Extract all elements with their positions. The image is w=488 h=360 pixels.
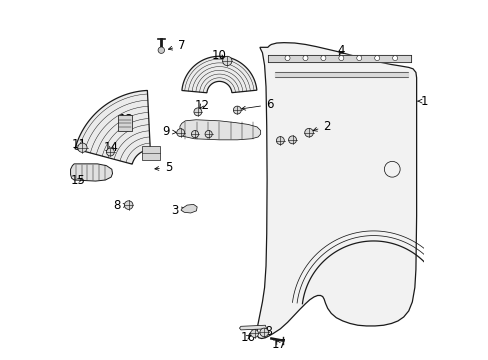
Text: 9: 9 — [162, 125, 176, 138]
Text: 15: 15 — [70, 174, 85, 187]
Circle shape — [276, 136, 284, 144]
Circle shape — [176, 129, 184, 136]
Text: 2: 2 — [313, 120, 330, 133]
Circle shape — [204, 131, 212, 138]
Circle shape — [250, 329, 258, 337]
Circle shape — [191, 131, 198, 138]
Text: 4: 4 — [337, 44, 345, 57]
FancyBboxPatch shape — [118, 116, 132, 131]
Circle shape — [285, 55, 289, 60]
Circle shape — [124, 201, 133, 210]
Circle shape — [374, 55, 379, 60]
Text: 6: 6 — [241, 98, 273, 111]
Circle shape — [260, 328, 268, 337]
Text: 12: 12 — [194, 99, 209, 112]
Text: 17: 17 — [271, 338, 286, 351]
Text: 14: 14 — [104, 140, 119, 153]
Circle shape — [222, 56, 231, 66]
Circle shape — [194, 108, 202, 116]
Polygon shape — [179, 120, 260, 140]
FancyBboxPatch shape — [142, 146, 160, 160]
Circle shape — [288, 136, 296, 144]
Circle shape — [304, 129, 313, 137]
Text: 3: 3 — [171, 204, 185, 217]
Text: 1: 1 — [417, 95, 427, 108]
Text: 11: 11 — [72, 138, 86, 150]
Text: 18: 18 — [258, 325, 273, 338]
Circle shape — [356, 55, 361, 60]
Text: 7: 7 — [168, 39, 185, 52]
Text: 5: 5 — [155, 161, 172, 174]
Circle shape — [338, 55, 343, 60]
Polygon shape — [239, 325, 266, 330]
Circle shape — [78, 143, 87, 152]
Polygon shape — [70, 164, 112, 181]
Circle shape — [303, 55, 307, 60]
Text: 13: 13 — [118, 113, 133, 126]
Polygon shape — [257, 42, 416, 338]
Text: 8: 8 — [113, 199, 127, 212]
Circle shape — [158, 47, 164, 53]
Circle shape — [320, 55, 325, 60]
Polygon shape — [182, 56, 256, 93]
Circle shape — [106, 148, 114, 156]
Text: 10: 10 — [211, 49, 226, 62]
Circle shape — [392, 55, 397, 60]
Text: 16: 16 — [240, 330, 255, 343]
Circle shape — [233, 106, 241, 114]
Polygon shape — [181, 204, 197, 213]
Polygon shape — [75, 90, 150, 164]
